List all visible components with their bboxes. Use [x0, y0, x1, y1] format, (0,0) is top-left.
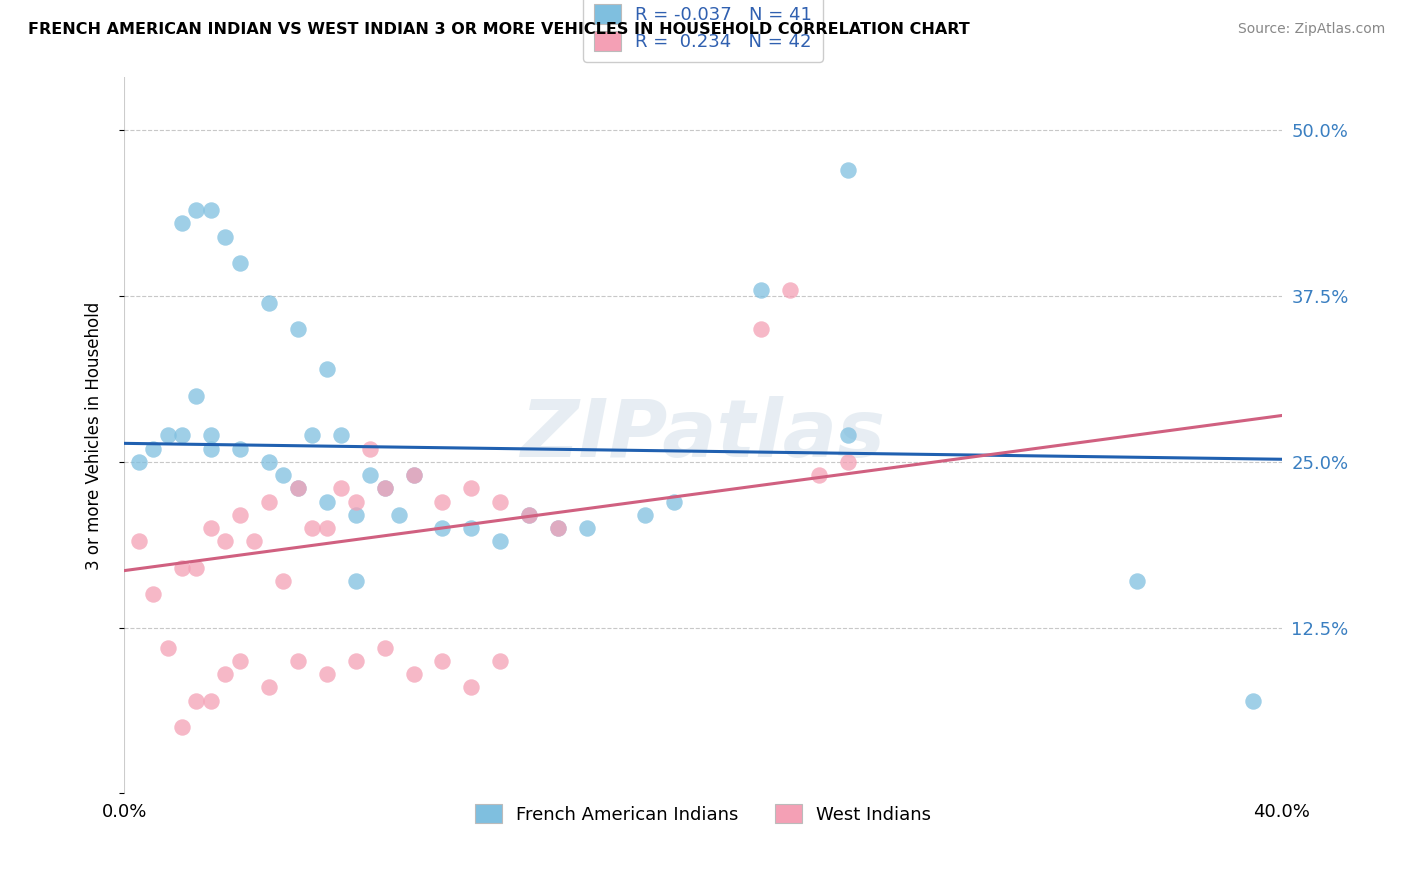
- Point: [315, 494, 337, 508]
- Point: [243, 534, 266, 549]
- Point: [344, 574, 367, 589]
- Point: [359, 442, 381, 456]
- Point: [359, 468, 381, 483]
- Y-axis label: 3 or more Vehicles in Household: 3 or more Vehicles in Household: [86, 301, 103, 569]
- Point: [388, 508, 411, 522]
- Point: [170, 561, 193, 575]
- Point: [749, 283, 772, 297]
- Point: [749, 322, 772, 336]
- Point: [344, 494, 367, 508]
- Point: [287, 322, 309, 336]
- Point: [170, 216, 193, 230]
- Point: [271, 468, 294, 483]
- Point: [779, 283, 801, 297]
- Point: [257, 494, 280, 508]
- Text: ZIPatlas: ZIPatlas: [520, 396, 886, 475]
- Point: [576, 521, 599, 535]
- Point: [489, 494, 512, 508]
- Point: [344, 654, 367, 668]
- Text: Source: ZipAtlas.com: Source: ZipAtlas.com: [1237, 22, 1385, 37]
- Text: FRENCH AMERICAN INDIAN VS WEST INDIAN 3 OR MORE VEHICLES IN HOUSEHOLD CORRELATIO: FRENCH AMERICAN INDIAN VS WEST INDIAN 3 …: [28, 22, 970, 37]
- Point: [837, 428, 859, 442]
- Point: [402, 468, 425, 483]
- Point: [287, 482, 309, 496]
- Point: [547, 521, 569, 535]
- Point: [547, 521, 569, 535]
- Point: [374, 640, 396, 655]
- Point: [200, 202, 222, 217]
- Point: [214, 667, 236, 681]
- Point: [517, 508, 540, 522]
- Point: [402, 468, 425, 483]
- Point: [662, 494, 685, 508]
- Point: [200, 428, 222, 442]
- Point: [186, 693, 208, 707]
- Point: [330, 428, 353, 442]
- Point: [287, 654, 309, 668]
- Point: [374, 482, 396, 496]
- Point: [257, 681, 280, 695]
- Point: [200, 442, 222, 456]
- Point: [634, 508, 657, 522]
- Point: [229, 442, 252, 456]
- Point: [315, 667, 337, 681]
- Point: [517, 508, 540, 522]
- Point: [460, 681, 482, 695]
- Point: [200, 693, 222, 707]
- Point: [186, 202, 208, 217]
- Point: [128, 455, 150, 469]
- Point: [837, 455, 859, 469]
- Point: [170, 720, 193, 734]
- Point: [142, 442, 165, 456]
- Point: [229, 256, 252, 270]
- Point: [170, 428, 193, 442]
- Point: [257, 295, 280, 310]
- Point: [301, 428, 323, 442]
- Point: [330, 482, 353, 496]
- Point: [315, 521, 337, 535]
- Point: [186, 561, 208, 575]
- Point: [432, 521, 454, 535]
- Point: [214, 229, 236, 244]
- Point: [142, 587, 165, 601]
- Point: [229, 654, 252, 668]
- Point: [214, 534, 236, 549]
- Point: [186, 389, 208, 403]
- Point: [374, 482, 396, 496]
- Point: [489, 654, 512, 668]
- Point: [128, 534, 150, 549]
- Point: [807, 468, 830, 483]
- Point: [432, 494, 454, 508]
- Point: [229, 508, 252, 522]
- Point: [301, 521, 323, 535]
- Point: [156, 428, 179, 442]
- Point: [1126, 574, 1149, 589]
- Point: [257, 455, 280, 469]
- Point: [156, 640, 179, 655]
- Point: [200, 521, 222, 535]
- Point: [271, 574, 294, 589]
- Point: [287, 482, 309, 496]
- Point: [489, 534, 512, 549]
- Point: [432, 654, 454, 668]
- Point: [1241, 693, 1264, 707]
- Point: [315, 362, 337, 376]
- Point: [344, 508, 367, 522]
- Point: [460, 482, 482, 496]
- Point: [402, 667, 425, 681]
- Legend: French American Indians, West Indians: French American Indians, West Indians: [464, 793, 942, 834]
- Point: [460, 521, 482, 535]
- Point: [837, 163, 859, 178]
